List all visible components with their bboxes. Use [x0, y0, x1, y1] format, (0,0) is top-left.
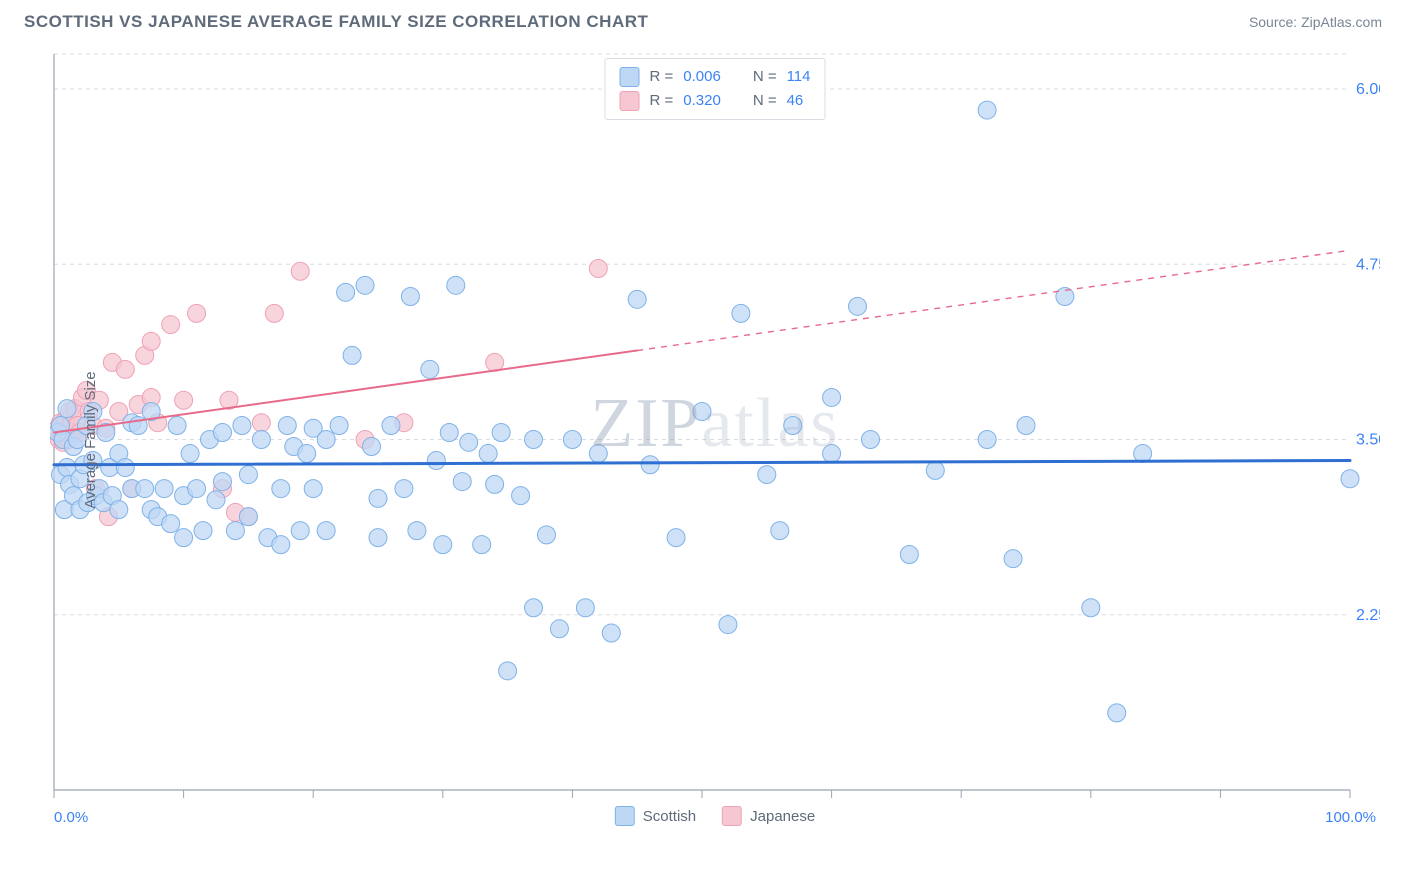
svg-text:2.25: 2.25 [1356, 607, 1380, 624]
stats-row-scottish: R = 0.006 N = 114 [620, 65, 811, 89]
svg-text:6.00: 6.00 [1356, 81, 1380, 98]
stats-row-japanese: R = 0.320 N = 46 [620, 89, 811, 113]
svg-text:4.75: 4.75 [1356, 256, 1380, 273]
plot-area: Average Family Size ZIPatlas 2.253.504.7… [50, 50, 1380, 830]
chart-source: Source: ZipAtlas.com [1249, 14, 1382, 30]
x-axis-min-label: 0.0% [54, 809, 88, 826]
svg-text:3.50: 3.50 [1356, 432, 1380, 449]
swatch-japanese [620, 91, 640, 111]
chart-title: SCOTTISH VS JAPANESE AVERAGE FAMILY SIZE… [24, 12, 648, 32]
x-axis-max-label: 100.0% [1325, 809, 1376, 826]
y-axis-label: Average Family Size [82, 371, 99, 508]
chart-header: SCOTTISH VS JAPANESE AVERAGE FAMILY SIZE… [0, 0, 1406, 40]
legend-item-japanese: Japanese [722, 806, 815, 826]
stats-legend: R = 0.006 N = 114 R = 0.320 N = 46 [605, 58, 826, 120]
swatch-japanese [722, 806, 742, 826]
legend-item-scottish: Scottish [615, 806, 696, 826]
swatch-scottish [620, 67, 640, 87]
scatter-chart: 2.25 3.50 4.75 6.00 [50, 50, 1380, 830]
series-legend: Scottish Japanese [615, 806, 815, 826]
swatch-scottish [615, 806, 635, 826]
